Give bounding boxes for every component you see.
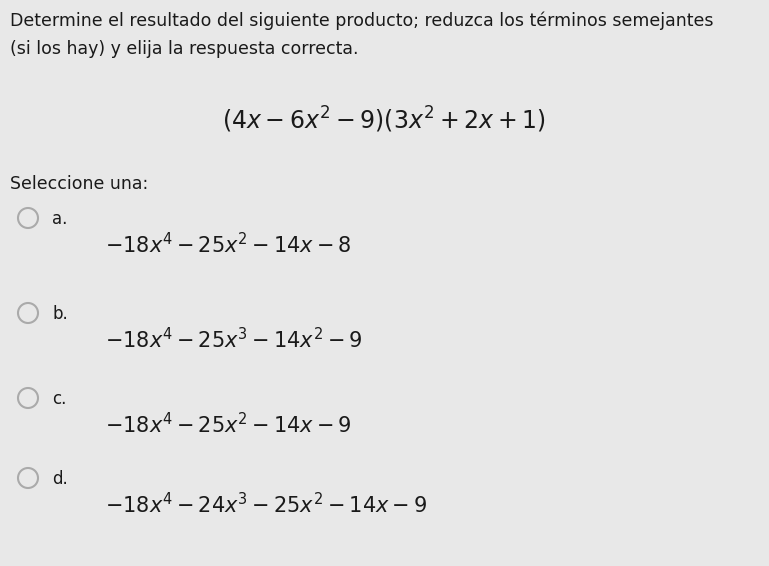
Ellipse shape (18, 303, 38, 323)
Ellipse shape (18, 388, 38, 408)
Text: $-18x^4 - 24x^3 - 25x^2 - 14x - 9$: $-18x^4 - 24x^3 - 25x^2 - 14x - 9$ (105, 492, 427, 517)
Text: $-18x^4 - 25x^2 - 14x - 8$: $-18x^4 - 25x^2 - 14x - 8$ (105, 232, 351, 257)
Text: $-18x^4 - 25x^3 - 14x^2 - 9$: $-18x^4 - 25x^3 - 14x^2 - 9$ (105, 327, 363, 352)
Text: b.: b. (52, 305, 68, 323)
Text: Determine el resultado del siguiente producto; reduzca los términos semejantes: Determine el resultado del siguiente pro… (10, 12, 714, 31)
Ellipse shape (18, 468, 38, 488)
Text: (si los hay) y elija la respuesta correcta.: (si los hay) y elija la respuesta correc… (10, 40, 358, 58)
Text: Seleccione una:: Seleccione una: (10, 175, 148, 193)
Text: a.: a. (52, 210, 68, 228)
Text: c.: c. (52, 390, 66, 408)
Ellipse shape (18, 208, 38, 228)
Text: $-18x^4 - 25x^2 - 14x - 9$: $-18x^4 - 25x^2 - 14x - 9$ (105, 412, 351, 437)
Text: $(4x - 6x^2 - 9)(3x^2 + 2x + 1)$: $(4x - 6x^2 - 9)(3x^2 + 2x + 1)$ (222, 105, 546, 135)
Text: d.: d. (52, 470, 68, 488)
